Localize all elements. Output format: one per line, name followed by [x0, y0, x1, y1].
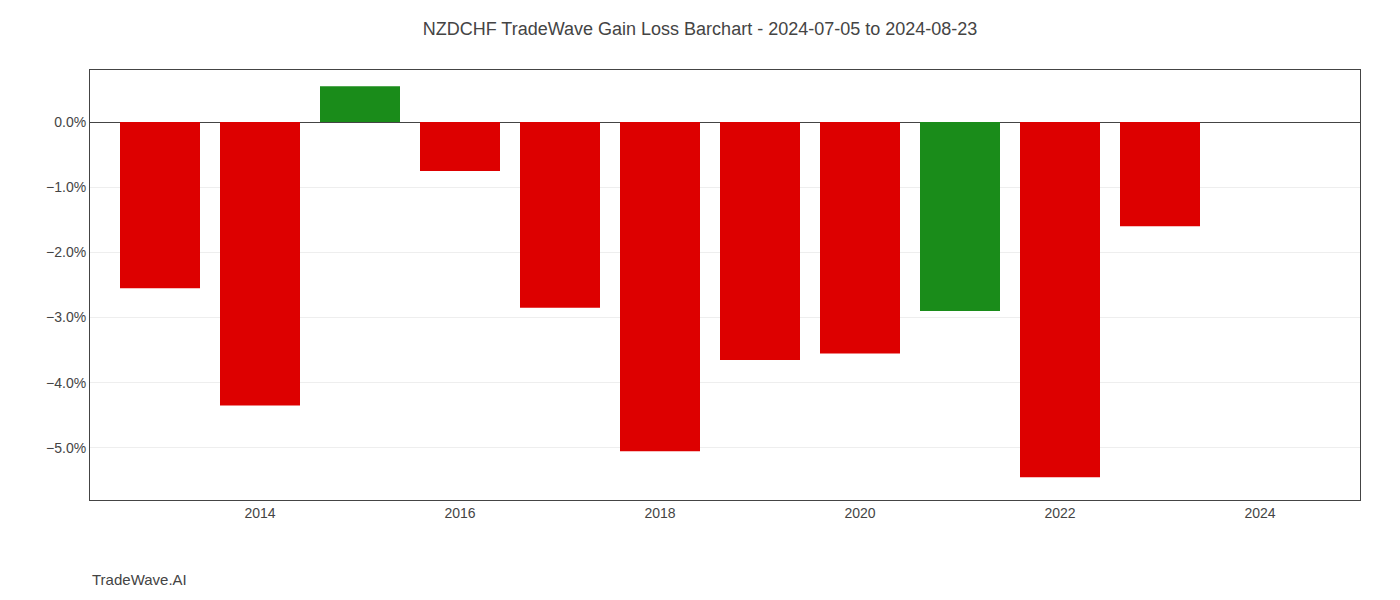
svg-text:−4.0%: −4.0%	[46, 375, 86, 391]
svg-text:2018: 2018	[644, 505, 675, 521]
svg-text:2022: 2022	[1044, 505, 1075, 521]
svg-text:NZDCHF TradeWave Gain Loss Bar: NZDCHF TradeWave Gain Loss Barchart - 20…	[423, 19, 978, 39]
svg-text:−5.0%: −5.0%	[46, 440, 86, 456]
svg-text:0.0%: 0.0%	[54, 114, 86, 130]
svg-text:2016: 2016	[444, 505, 475, 521]
svg-text:2020: 2020	[844, 505, 875, 521]
svg-text:2014: 2014	[244, 505, 275, 521]
svg-text:−3.0%: −3.0%	[46, 309, 86, 325]
svg-text:TradeWave.AI: TradeWave.AI	[92, 571, 187, 588]
svg-text:2024: 2024	[1244, 505, 1275, 521]
svg-text:−1.0%: −1.0%	[46, 179, 86, 195]
svg-text:−2.0%: −2.0%	[46, 244, 86, 260]
